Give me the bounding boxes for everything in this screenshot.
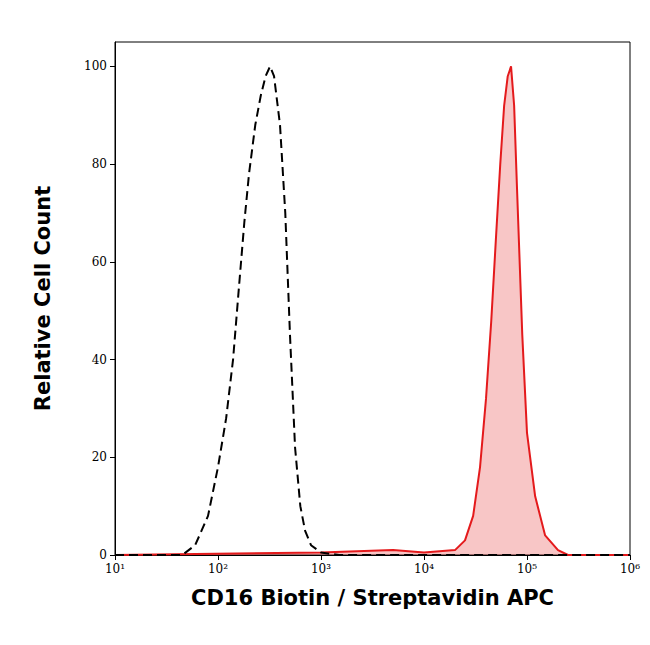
svg-text:20: 20 bbox=[92, 450, 107, 464]
svg-text:10²: 10² bbox=[208, 562, 228, 576]
svg-text:CD16 Biotin / Streptavidin APC: CD16 Biotin / Streptavidin APC bbox=[191, 586, 554, 610]
svg-text:80: 80 bbox=[92, 157, 107, 171]
svg-text:Relative Cell Count: Relative Cell Count bbox=[31, 186, 55, 411]
svg-text:10³: 10³ bbox=[311, 562, 331, 576]
svg-text:10⁵: 10⁵ bbox=[517, 562, 537, 576]
svg-text:10¹: 10¹ bbox=[105, 562, 125, 576]
svg-text:10⁶: 10⁶ bbox=[620, 562, 640, 576]
svg-text:10⁴: 10⁴ bbox=[414, 562, 434, 576]
svg-text:100: 100 bbox=[84, 59, 107, 73]
svg-text:40: 40 bbox=[92, 353, 107, 367]
svg-text:0: 0 bbox=[99, 548, 107, 562]
svg-text:60: 60 bbox=[92, 255, 107, 269]
